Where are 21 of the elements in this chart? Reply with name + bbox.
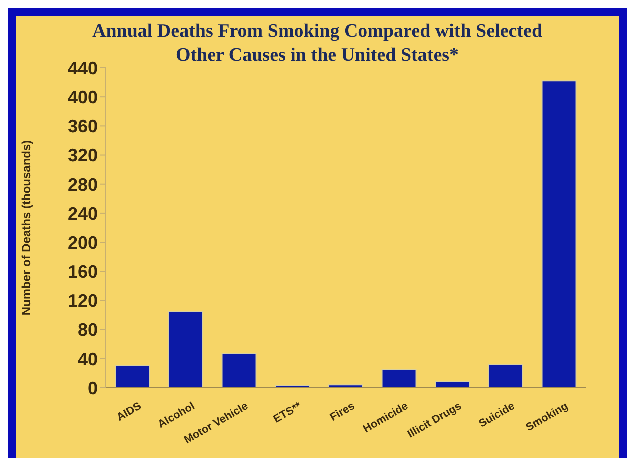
bar: [542, 80, 577, 388]
bar: [488, 364, 524, 388]
y-axis-title: Number of Deaths (thousands): [19, 140, 34, 316]
y-tick-label: 160: [68, 262, 98, 282]
y-tick-label: 80: [78, 320, 98, 340]
y-tick-label: 400: [68, 87, 98, 108]
y-tick-label: 120: [68, 291, 98, 312]
y-tick-label: 320: [68, 146, 98, 166]
y-tick-label: 240: [68, 204, 98, 224]
y-tick-label: 40: [78, 349, 98, 370]
bar: [382, 369, 417, 388]
y-tick-label: 0: [88, 378, 98, 398]
y-tick-label: 440: [68, 58, 98, 78]
bar: [435, 380, 470, 388]
y-tick-label: 280: [68, 174, 98, 195]
x-tick-label: Fires: [328, 400, 358, 424]
y-tick-label: 200: [68, 232, 98, 253]
y-tick-label: 360: [68, 116, 98, 137]
bar: [168, 311, 204, 388]
bar: [115, 364, 150, 388]
bar: [222, 353, 257, 388]
